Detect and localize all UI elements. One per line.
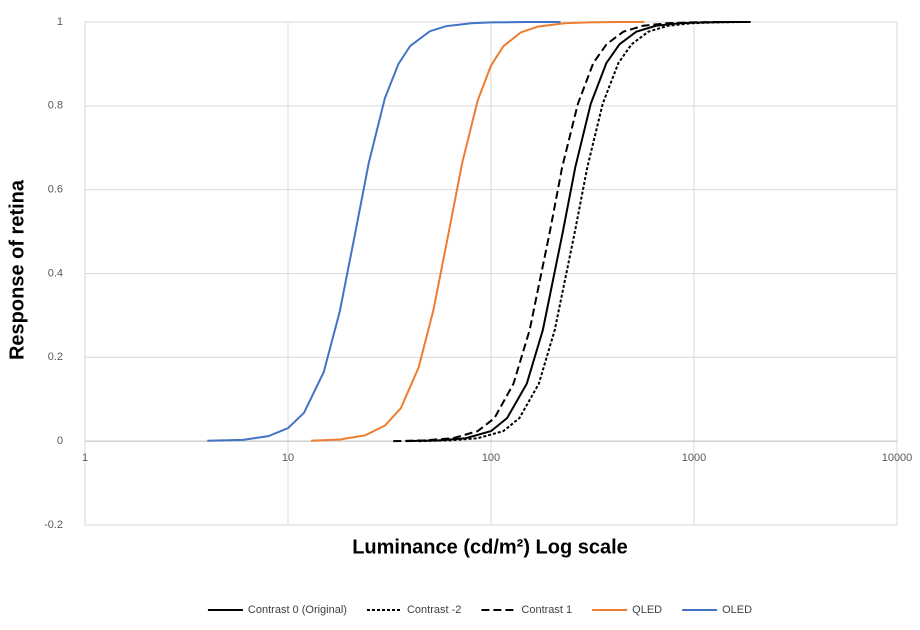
y-tick-label: 0.8 — [48, 100, 63, 112]
y-tick-label: 1 — [57, 16, 63, 28]
y-tick-label: 0.4 — [48, 267, 63, 279]
x-tick-label: 1 — [82, 452, 88, 464]
y-axis-label: Response of retina — [6, 179, 28, 360]
x-tick-label: 10 — [282, 452, 294, 464]
y-tick-label: 0.2 — [48, 351, 63, 363]
y-tick-label: 0 — [57, 435, 63, 447]
legend-label: Contrast -2 — [407, 604, 461, 616]
y-tick-label: 0.6 — [48, 184, 63, 196]
x-tick-label: 100 — [482, 452, 500, 464]
x-tick-label: 10000 — [882, 452, 913, 464]
x-axis-label: Luminance (cd/m²) Log scale — [352, 536, 628, 558]
series-line — [207, 21, 561, 442]
legend-label: Contrast 0 (Original) — [248, 604, 347, 616]
series-line — [311, 21, 645, 442]
series-line — [405, 21, 751, 443]
legend-label: Contrast 1 — [521, 604, 572, 616]
y-tick-label: -0.2 — [44, 519, 63, 531]
legend-label: QLED — [632, 604, 662, 616]
legend-label: OLED — [722, 604, 752, 616]
series-line — [393, 21, 751, 443]
series-line — [418, 21, 751, 443]
x-tick-label: 1000 — [682, 452, 706, 464]
